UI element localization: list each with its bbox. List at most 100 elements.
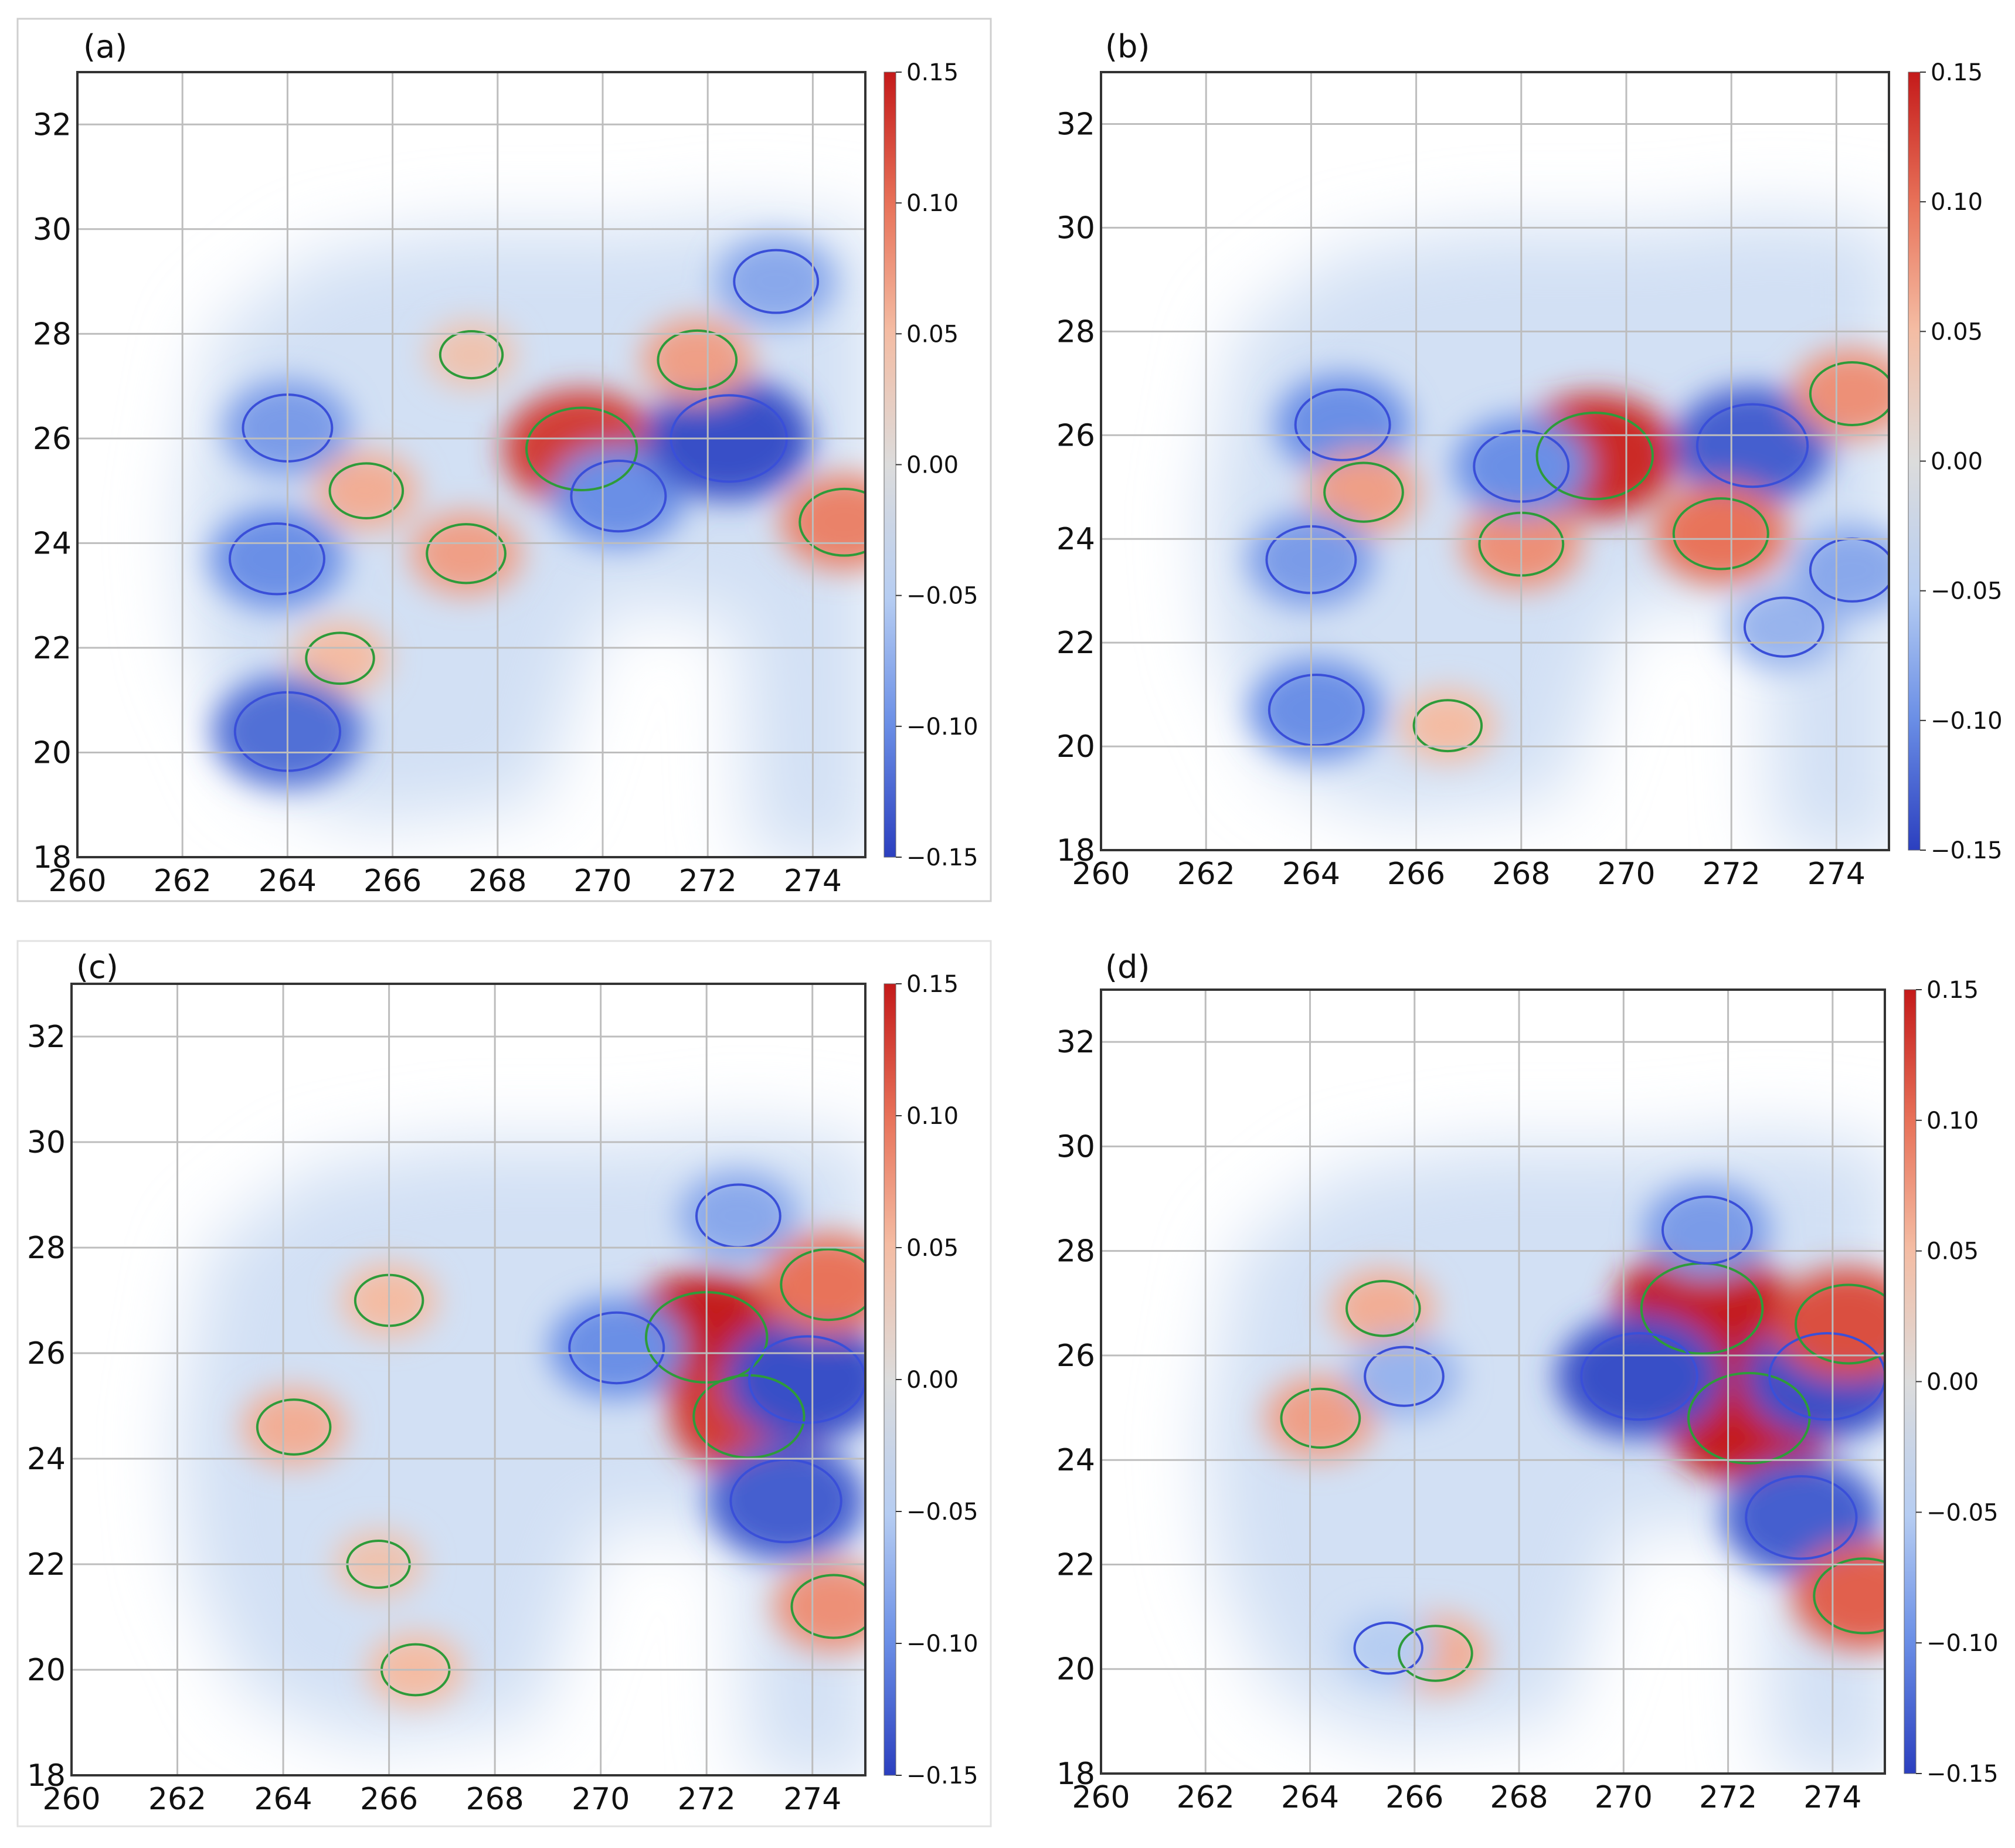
panel-c-frame: [16, 940, 992, 1827]
b-contour-0: [1294, 388, 1391, 461]
d-colorbar-gradient: [1904, 989, 1917, 1774]
b-feature-12: [1792, 525, 1889, 615]
d-contour-2: [1580, 1331, 1698, 1421]
c-feature-7: [773, 1561, 865, 1652]
d-contour-10: [1364, 1346, 1445, 1407]
d-cb-label-6: −0.15: [1926, 1761, 1999, 1788]
panel-d-plot-border: [1100, 988, 1886, 1775]
panel-c-heatmap: [177, 1126, 865, 1775]
c-cb-label-0: 0.15: [906, 971, 959, 998]
b-ytick-32: 32: [1056, 107, 1095, 142]
c-cb-label-6: −0.15: [906, 1762, 978, 1789]
b-contour-10: [1743, 596, 1824, 658]
panel-c-x-axis: 260 262 264 266 268 270 272 274: [42, 1782, 841, 1817]
panel-c-colorbar: 0.15 0.10 0.05 0.00 −0.05 −0.10 −0.15: [884, 971, 978, 1789]
d-contour-9: [1345, 1279, 1421, 1337]
panel-a-plot-border: [76, 71, 867, 858]
a-ytick-18: 18: [33, 840, 72, 875]
panel-b-colorbar: 0.15 0.10 0.05 0.00 −0.05 −0.10 −0.15: [1908, 59, 2003, 864]
d-xtick-260: 260: [1072, 1780, 1130, 1815]
c-xtick-272: 272: [678, 1782, 736, 1817]
a-contour-4: [426, 523, 507, 585]
a-feature-9: [780, 474, 865, 570]
panel-a-y-axis: 18 20 22 24 26 28 30 32: [33, 107, 72, 875]
c-xtick-260: 260: [42, 1782, 100, 1817]
b-cb-label-2: 0.05: [1931, 318, 1983, 345]
b-ytick-26: 26: [1056, 418, 1095, 453]
b-ytick-30: 30: [1056, 210, 1095, 246]
a-contour-12: [733, 249, 820, 314]
d-feature-4: [1773, 1268, 1885, 1381]
a-xtick-272: 272: [679, 864, 737, 899]
c-contour-4: [568, 1311, 665, 1385]
a-xtick-270: 270: [573, 864, 631, 899]
a-xtick-268: 268: [468, 864, 526, 899]
b-contour-11: [1809, 361, 1889, 426]
d-xtick-270: 270: [1595, 1780, 1653, 1815]
d-cb-label-3: 0.00: [1926, 1369, 1979, 1396]
b-xtick-262: 262: [1177, 857, 1235, 892]
d-contour-4: [1795, 1283, 1885, 1365]
d-xtick-264: 264: [1281, 1780, 1339, 1815]
a-contour-6: [570, 459, 667, 533]
a-contour-1: [228, 522, 325, 596]
d-ytick-18: 18: [1056, 1757, 1095, 1792]
c-xtick-274: 274: [783, 1782, 841, 1817]
b-contour-8: [1695, 403, 1809, 488]
b-xtick-274: 274: [1807, 857, 1866, 892]
c-contour-3: [729, 1458, 842, 1544]
a-contour-2: [328, 462, 405, 519]
b-contour-9: [1672, 497, 1769, 570]
panel-c-plot-border: [70, 983, 867, 1776]
a-cb-label-3: 0.00: [906, 452, 959, 479]
c-cb-label-2: 0.05: [906, 1235, 959, 1262]
d-xtick-266: 266: [1385, 1780, 1443, 1815]
d-xtick-272: 272: [1699, 1780, 1757, 1815]
d-cb-label-0: 0.15: [1926, 977, 1979, 1004]
a-cb-label-0: 0.15: [906, 59, 959, 86]
panel-b-label: (b): [1105, 28, 1150, 65]
panel-d-colorbar: 0.15 0.10 0.05 0.00 −0.05 −0.10 −0.15: [1904, 977, 1999, 1788]
a-contour-10: [305, 631, 375, 685]
b-cb-label-1: 0.10: [1931, 189, 1983, 216]
d-contour-12: [1353, 1621, 1423, 1675]
b-cb-label-6: −0.15: [1931, 837, 2003, 864]
d-cb-label-4: −0.05: [1926, 1499, 1999, 1526]
a-xtick-264: 264: [259, 864, 317, 899]
d-contour-5: [1745, 1475, 1858, 1560]
a-colorbar-gradient: [884, 72, 896, 858]
a-xtick-266: 266: [363, 864, 422, 899]
panel-b-plot-border: [1100, 71, 1890, 851]
b-xtick-266: 266: [1387, 857, 1445, 892]
d-contour-8: [1280, 1387, 1361, 1449]
c-ytick-26: 26: [27, 1336, 66, 1371]
b-xtick-268: 268: [1492, 857, 1550, 892]
a-ytick-20: 20: [33, 735, 72, 770]
c-ytick-18: 18: [27, 1758, 66, 1793]
a-xtick-260: 260: [48, 864, 106, 899]
d-ytick-28: 28: [1056, 1234, 1095, 1269]
d-ytick-20: 20: [1056, 1652, 1095, 1687]
b-ytick-18: 18: [1056, 833, 1095, 868]
c-xtick-264: 264: [254, 1782, 312, 1817]
a-contour-5: [525, 406, 638, 491]
a-cb-label-4: −0.05: [906, 583, 978, 610]
b-xtick-270: 270: [1597, 857, 1655, 892]
panel-d-x-axis: 260 262 264 266 268 270 272 274: [1072, 1780, 1861, 1815]
d-cb-label-5: −0.10: [1926, 1630, 1999, 1657]
d-contour-7: [1813, 1557, 1885, 1635]
panel-c-y-axis: 18 20 22 24 26 28 30 32: [27, 1020, 66, 1793]
c-xtick-266: 266: [360, 1782, 418, 1817]
c-colorbar-gradient: [884, 983, 896, 1776]
c-xtick-262: 262: [148, 1782, 206, 1817]
panel-b-heatmap: [1206, 212, 1889, 850]
b-contour-3: [1268, 673, 1365, 747]
b-contour-1: [1323, 461, 1404, 523]
panel-a-frame: [16, 18, 992, 902]
panel-a-heatmap: [182, 213, 865, 857]
c-cb-label-4: −0.05: [906, 1499, 978, 1526]
a-ytick-22: 22: [33, 631, 72, 666]
c-ytick-20: 20: [27, 1653, 66, 1688]
